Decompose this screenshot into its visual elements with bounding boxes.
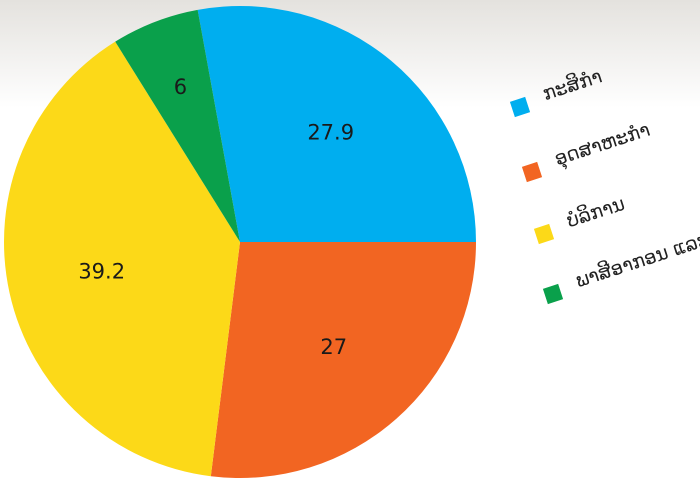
pie-slice — [210, 242, 476, 478]
legend-marker — [509, 96, 531, 118]
value-label: 39.2 — [78, 259, 125, 283]
legend-marker — [533, 223, 555, 245]
legend-marker — [542, 283, 564, 305]
value-label: 27.9 — [307, 120, 354, 144]
pie-slice — [3, 41, 241, 477]
pie-slice — [197, 5, 476, 243]
legend-marker — [521, 161, 543, 183]
value-label: 27 — [320, 335, 347, 359]
pie: 27.9 27 39.2 6 — [3, 5, 476, 478]
value-label: 6 — [174, 75, 187, 99]
pie-slice — [115, 9, 240, 242]
